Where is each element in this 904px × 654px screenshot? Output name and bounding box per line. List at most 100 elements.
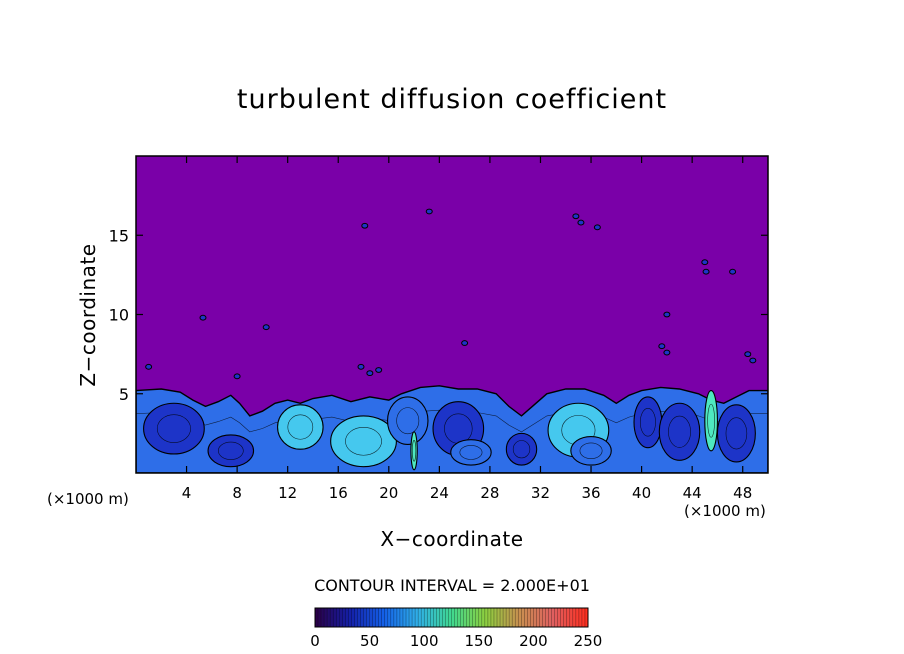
colorbar-band (402, 608, 407, 627)
x-tick-label: 24 (430, 484, 449, 502)
x-tick-label: 36 (581, 484, 600, 502)
colorbar-band (348, 608, 352, 627)
turbulence-spot-18 (729, 268, 737, 275)
eddy-contour-15 (412, 440, 417, 462)
colorbar-tick-label: 200 (519, 632, 548, 650)
eddy-contour-5 (396, 407, 420, 435)
colorbar-band (427, 608, 431, 627)
eddy-contour-14 (725, 417, 748, 450)
x-axis-label: X−coordinate (380, 527, 524, 551)
colorbar-band (472, 608, 477, 627)
colorbar-band (530, 608, 534, 627)
eddy-contour-8 (512, 440, 531, 459)
colorbar-band (497, 608, 501, 627)
colorbar-band (345, 608, 349, 627)
colorbar-band (515, 608, 519, 627)
chart-title: turbulent diffusion coefficient (236, 84, 668, 115)
contour-interval-label: CONTOUR INTERVAL = 2.000E+01 (314, 576, 590, 595)
x-tick-label: 20 (379, 484, 398, 502)
y-axis: 5 10 15 (109, 226, 768, 404)
colorbar-band (418, 608, 422, 627)
eddy-14 (716, 404, 756, 463)
eddy-contour-13 (707, 403, 715, 438)
colorbar: 0 50 100 150 200 250 (310, 607, 602, 650)
x-tick-label: 4 (182, 484, 192, 502)
eddy-13 (704, 390, 718, 452)
colorbar-tick-label: 100 (410, 632, 439, 650)
colorbar-band (318, 608, 322, 627)
turbulence-spot-15 (663, 349, 671, 356)
eddy-8 (505, 432, 538, 466)
colorbar-band (533, 608, 537, 627)
y-axis-label: Z−coordinate (76, 243, 100, 387)
colorbar-band (527, 608, 531, 627)
colorbar-band (357, 608, 361, 627)
x-tick-label: 12 (278, 484, 297, 502)
colorbar-band (457, 608, 461, 627)
plot-area (135, 155, 769, 474)
turbulence-spot-2 (199, 314, 207, 321)
colorbar-band (500, 608, 504, 627)
x-tick-label: 40 (632, 484, 651, 502)
turbulence-spot-12 (593, 224, 601, 231)
turbulence-spot-19 (744, 351, 752, 358)
y-tick-label: 5 (119, 385, 129, 404)
turbulence-spot-3 (262, 324, 270, 331)
colorbar-band (512, 608, 516, 627)
colorbar-band (493, 608, 498, 627)
colorbar-band (439, 608, 443, 627)
eddy-15 (410, 431, 418, 471)
colorbar-band (372, 608, 376, 627)
colorbar-band (575, 608, 580, 627)
colorbar-band (387, 608, 392, 627)
turbulence-spot-10 (572, 213, 580, 220)
colorbar-tick-label: 50 (360, 632, 379, 650)
x-axis: 4 8 12 16 20 24 28 32 36 40 44 48 (182, 156, 752, 502)
colorbar-band (384, 608, 389, 627)
colorbar-band (366, 608, 370, 627)
turbulence-spot-21 (233, 373, 241, 380)
eddy-contour-3 (287, 414, 314, 440)
eddy-contour-11 (639, 408, 656, 437)
colorbar-band (545, 608, 549, 627)
turbulence-spot-14 (658, 343, 666, 350)
turbulence-spot-20 (749, 357, 757, 364)
colorbar-band (430, 608, 434, 627)
eddy-contour-7 (459, 445, 483, 460)
colorbar-band (554, 608, 558, 627)
colorbar-band (442, 608, 446, 627)
colorbar-band (569, 608, 574, 627)
colorbar-band (336, 608, 340, 627)
x-tick-label: 44 (683, 484, 702, 502)
colorbar-band (381, 608, 386, 627)
eddy-3 (277, 404, 324, 450)
colorbar-band (578, 608, 583, 627)
colorbar-band (460, 608, 464, 627)
x-tick-label: 28 (480, 484, 499, 502)
eddy-1 (143, 402, 205, 455)
colorbar-band (548, 608, 552, 627)
colorbar-band (475, 608, 480, 627)
colorbar-band (354, 608, 358, 627)
x-tick-label: 32 (531, 484, 550, 502)
turbulence-spot-6 (366, 370, 374, 377)
eddy-contour-4 (345, 427, 382, 456)
colorbar-band (339, 608, 343, 627)
eddy-contour-2 (217, 441, 244, 460)
colorbar-tick-label: 150 (464, 632, 493, 650)
colorbar-band (424, 608, 428, 627)
colorbar-band (536, 608, 540, 627)
colorbar-band (375, 608, 379, 627)
eddy-10 (570, 435, 612, 466)
colorbar-band (330, 608, 334, 627)
colorbar-band (560, 608, 565, 627)
turbulence-spot-13 (663, 311, 671, 318)
colorbar-band (521, 608, 525, 627)
colorbar-tick-label: 0 (310, 632, 320, 650)
colorbar-band (342, 608, 346, 627)
colorbar-band (524, 608, 528, 627)
eddy-contour-10 (579, 442, 603, 459)
x-axis-unit-right: (×1000 m) (684, 502, 766, 520)
colorbar-band (448, 608, 452, 627)
